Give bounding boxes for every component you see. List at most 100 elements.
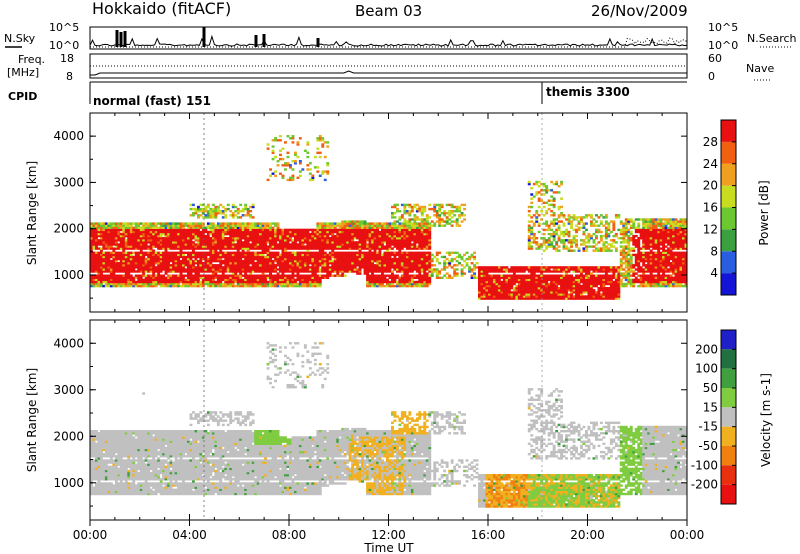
- heatmap-cell: [376, 259, 379, 263]
- heatmap-cell: [147, 234, 151, 238]
- heatmap-cell: [107, 226, 111, 229]
- heatmap-cell: [206, 266, 210, 269]
- heatmap-cell: [199, 237, 203, 240]
- heatmap-cell: [448, 251, 452, 254]
- heatmap-cell: [169, 237, 173, 240]
- heatmap-cell: [388, 284, 392, 288]
- heatmap-cell: [152, 280, 156, 284]
- heatmap-cell: [117, 243, 121, 246]
- heatmap-cell: [428, 241, 432, 244]
- heatmap-cell: [311, 178, 315, 182]
- heatmap-cell: [545, 276, 549, 279]
- heatmap-cell: [187, 282, 190, 286]
- heatmap-cell: [547, 293, 551, 296]
- heatmap-cell: [555, 297, 559, 300]
- heatmap-cell: [420, 278, 424, 282]
- heatmap-cell: [189, 237, 193, 240]
- heatmap-cell: [428, 280, 432, 284]
- heatmap-cell: [137, 282, 141, 286]
- heatmap-cell: [177, 266, 180, 269]
- heatmap-cell: [530, 291, 534, 294]
- heatmap-cell: [194, 234, 198, 238]
- heatmap-cell: [323, 234, 327, 238]
- heatmap-cell: [289, 228, 292, 232]
- heatmap-cell: [226, 280, 230, 284]
- heatmap-cell: [286, 243, 290, 246]
- heatmap-cell: [336, 245, 340, 248]
- heatmap-cell: [259, 251, 262, 254]
- heatmap-cell: [122, 224, 126, 227]
- heatmap-cell: [97, 243, 101, 246]
- heatmap-cell: [219, 251, 223, 254]
- heatmap-cell: [371, 224, 374, 227]
- heatmap-cell: [122, 257, 126, 261]
- heatmap-cell: [415, 245, 419, 248]
- heatmap-cell: [490, 289, 494, 292]
- heatmap-cell: [124, 245, 128, 248]
- heatmap-cell: [104, 266, 108, 269]
- heatmap-cell: [209, 280, 213, 284]
- heatmap-cell: [269, 276, 272, 279]
- heatmap-cell: [418, 205, 422, 209]
- heatmap-cell: [189, 243, 193, 246]
- heatmap-cell: [182, 226, 185, 229]
- heatmap-cell: [179, 243, 183, 246]
- heatmap-cell: [391, 251, 394, 254]
- heatmap-cell: [274, 257, 277, 261]
- heatmap-cell: [149, 241, 153, 244]
- heatmap-cell: [415, 268, 419, 271]
- heatmap-cell: [177, 243, 180, 246]
- heatmap-cell: [537, 247, 541, 250]
- heatmap-cell: [383, 266, 387, 269]
- heatmap-cell: [221, 247, 225, 250]
- heatmap-cell: [201, 226, 205, 229]
- heatmap-cell: [197, 266, 200, 269]
- heatmap-cell: [383, 251, 387, 254]
- heatmap-cell: [231, 251, 235, 254]
- heatmap-cell: [341, 226, 345, 229]
- heatmap-cell: [296, 247, 300, 250]
- heatmap-cell: [341, 220, 345, 223]
- heatmap-cell: [445, 222, 449, 225]
- heatmap-cell: [194, 239, 198, 242]
- heatmap-cell: [366, 253, 369, 257]
- heatmap-cell: [112, 268, 116, 271]
- heatmap-cell: [545, 247, 549, 250]
- heatmap-cell: [313, 278, 317, 282]
- heatmap-cell: [366, 280, 369, 284]
- heatmap-cell: [450, 259, 454, 263]
- heatmap-cell: [182, 230, 185, 234]
- heatmap-cell: [234, 237, 238, 240]
- heatmap-cell: [502, 282, 506, 286]
- heatmap-cell: [540, 276, 544, 279]
- heatmap-cell: [109, 251, 113, 254]
- heatmap-cell: [164, 276, 168, 279]
- heatmap-cell: [194, 259, 198, 263]
- heatmap-cell: [239, 282, 243, 286]
- heatmap-cell: [107, 284, 111, 288]
- heatmap-cell: [142, 259, 146, 263]
- heatmap-cell: [420, 264, 424, 267]
- heatmap-cell: [490, 268, 494, 271]
- noise-tick-low-right: 10^0: [708, 39, 738, 52]
- heatmap-cell: [393, 253, 397, 257]
- heatmap-cell: [510, 276, 514, 279]
- heatmap-cell: [95, 266, 98, 269]
- heatmap-cell: [341, 274, 345, 277]
- heatmap-cell: [221, 274, 225, 277]
- heatmap-cell: [308, 280, 312, 284]
- heatmap-cell: [423, 259, 427, 263]
- heatmap-cell: [326, 239, 330, 242]
- heatmap-cell: [306, 257, 310, 261]
- heatmap-cell: [378, 280, 382, 284]
- heatmap-cell: [139, 228, 143, 232]
- heatmap-cell: [119, 253, 123, 257]
- heatmap-cell: [455, 210, 459, 213]
- heatmap-cell: [254, 274, 258, 277]
- heatmap-cell: [557, 270, 561, 273]
- heatmap-cell: [124, 232, 128, 236]
- heatmap-cell: [129, 247, 133, 250]
- heatmap-cell: [540, 291, 544, 294]
- heatmap-cell: [316, 251, 320, 254]
- heatmap-cell: [298, 247, 302, 250]
